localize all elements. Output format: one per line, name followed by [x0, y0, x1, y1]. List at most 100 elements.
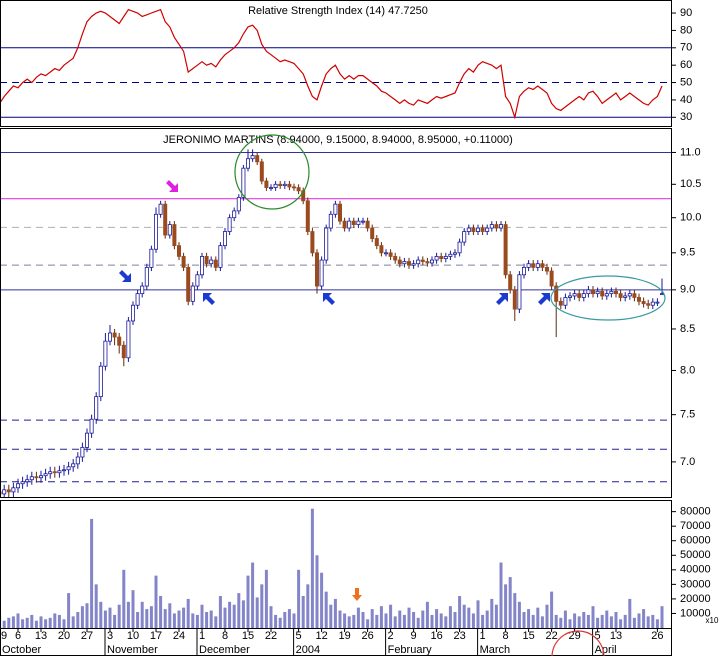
candle-body	[2, 489, 7, 495]
volume-bar	[149, 606, 153, 628]
y-tick-label: 20000	[680, 593, 711, 605]
candle-body	[370, 227, 375, 239]
y-tick-label: 70	[680, 42, 692, 54]
y-tick-label: 7.0	[680, 456, 695, 468]
month-label: October	[2, 644, 41, 656]
y-tick-label: 40000	[680, 564, 711, 576]
candle-body	[108, 332, 113, 342]
candle-body	[181, 256, 186, 268]
x-tick-label: 24	[173, 630, 185, 642]
volume-bar	[34, 620, 38, 628]
candle-body	[278, 183, 283, 187]
candle-body	[600, 290, 605, 297]
candle-body	[379, 245, 384, 254]
candle-body	[98, 365, 103, 398]
annotation-ellipse	[550, 275, 666, 321]
candle-body	[213, 259, 218, 268]
candle-body	[406, 261, 411, 266]
candle-body	[112, 332, 117, 338]
candle-body	[416, 259, 421, 265]
y-tick-label: 10.0	[680, 212, 701, 224]
candle-body	[545, 266, 550, 272]
panel	[0, 149, 672, 497]
candle-body	[255, 155, 260, 163]
volume-bar	[136, 612, 140, 628]
panel	[0, 8, 672, 120]
volume-bar	[660, 606, 664, 628]
volume-unit: x10	[706, 616, 719, 625]
candle-body	[250, 155, 255, 160]
volume-bar	[80, 606, 84, 628]
volume-bar	[485, 610, 489, 628]
candle-body	[393, 256, 398, 261]
candle-body	[342, 220, 347, 229]
x-tick-label: 19	[338, 630, 350, 642]
candle-body	[581, 293, 586, 298]
candle-body	[314, 252, 319, 287]
x-tick-label: 22	[265, 630, 277, 642]
annotation-arrow	[119, 270, 131, 282]
candle-body	[383, 252, 388, 255]
candle-body	[333, 203, 338, 215]
candle-body	[485, 227, 490, 232]
x-tick-label: 10	[127, 630, 139, 642]
candle-body	[517, 274, 522, 310]
volume-bar	[320, 572, 324, 628]
x-tick-label: 17	[150, 630, 162, 642]
volume-bar	[140, 601, 144, 628]
candle-body	[609, 290, 614, 295]
y-tick-label: 90	[680, 7, 692, 19]
volume-bar	[103, 610, 107, 628]
x-tick-label: 2	[388, 630, 394, 642]
volume-bar	[384, 613, 388, 628]
y-tick-label: 8.5	[680, 323, 695, 335]
candle-body	[163, 203, 168, 236]
annotation-arrow	[323, 293, 335, 305]
volume-bar	[389, 604, 393, 628]
volume-bar	[637, 613, 641, 628]
candle-body	[360, 220, 365, 223]
candle-body	[43, 473, 48, 477]
candle-body	[554, 285, 559, 302]
candle-body	[595, 290, 600, 295]
x-tick-label: 23	[453, 630, 465, 642]
x-tick-label: 20	[58, 630, 70, 642]
candle-body	[52, 471, 57, 474]
volume-bar	[545, 604, 549, 628]
annotations	[119, 134, 666, 656]
volume-bar	[228, 601, 232, 628]
candle-body	[347, 220, 352, 229]
candle-body	[273, 183, 278, 188]
candle-body	[305, 200, 310, 232]
candle-body	[471, 227, 476, 232]
volume-bar	[481, 614, 485, 628]
candle-body	[503, 224, 508, 276]
volume-bar	[458, 596, 462, 628]
volume-bar	[7, 617, 11, 628]
candle-body	[324, 227, 329, 261]
candle-body	[623, 295, 628, 298]
volume-bar	[168, 603, 172, 628]
volume-bar	[195, 614, 199, 628]
candle-body	[365, 220, 370, 229]
candle-body	[89, 418, 94, 434]
volume-bar	[412, 612, 416, 628]
volume-bar	[425, 601, 429, 628]
x-tick-label: 26	[361, 630, 373, 642]
volume-bar	[237, 593, 241, 628]
candle-body	[268, 187, 273, 189]
volume-bar	[448, 606, 452, 628]
volume-bar	[71, 616, 75, 628]
candle-body	[443, 256, 448, 260]
volume-bar	[573, 613, 577, 628]
candle-body	[218, 245, 223, 268]
volume-bar	[600, 614, 604, 628]
annotation-circle	[551, 630, 605, 656]
volume-bar	[471, 613, 475, 628]
candle-body	[632, 293, 637, 298]
volume-bar	[596, 617, 600, 628]
volume-bar	[11, 616, 15, 628]
volume-bar	[407, 607, 411, 628]
x-tick-label: 27	[81, 630, 93, 642]
volume-bar	[632, 617, 636, 628]
